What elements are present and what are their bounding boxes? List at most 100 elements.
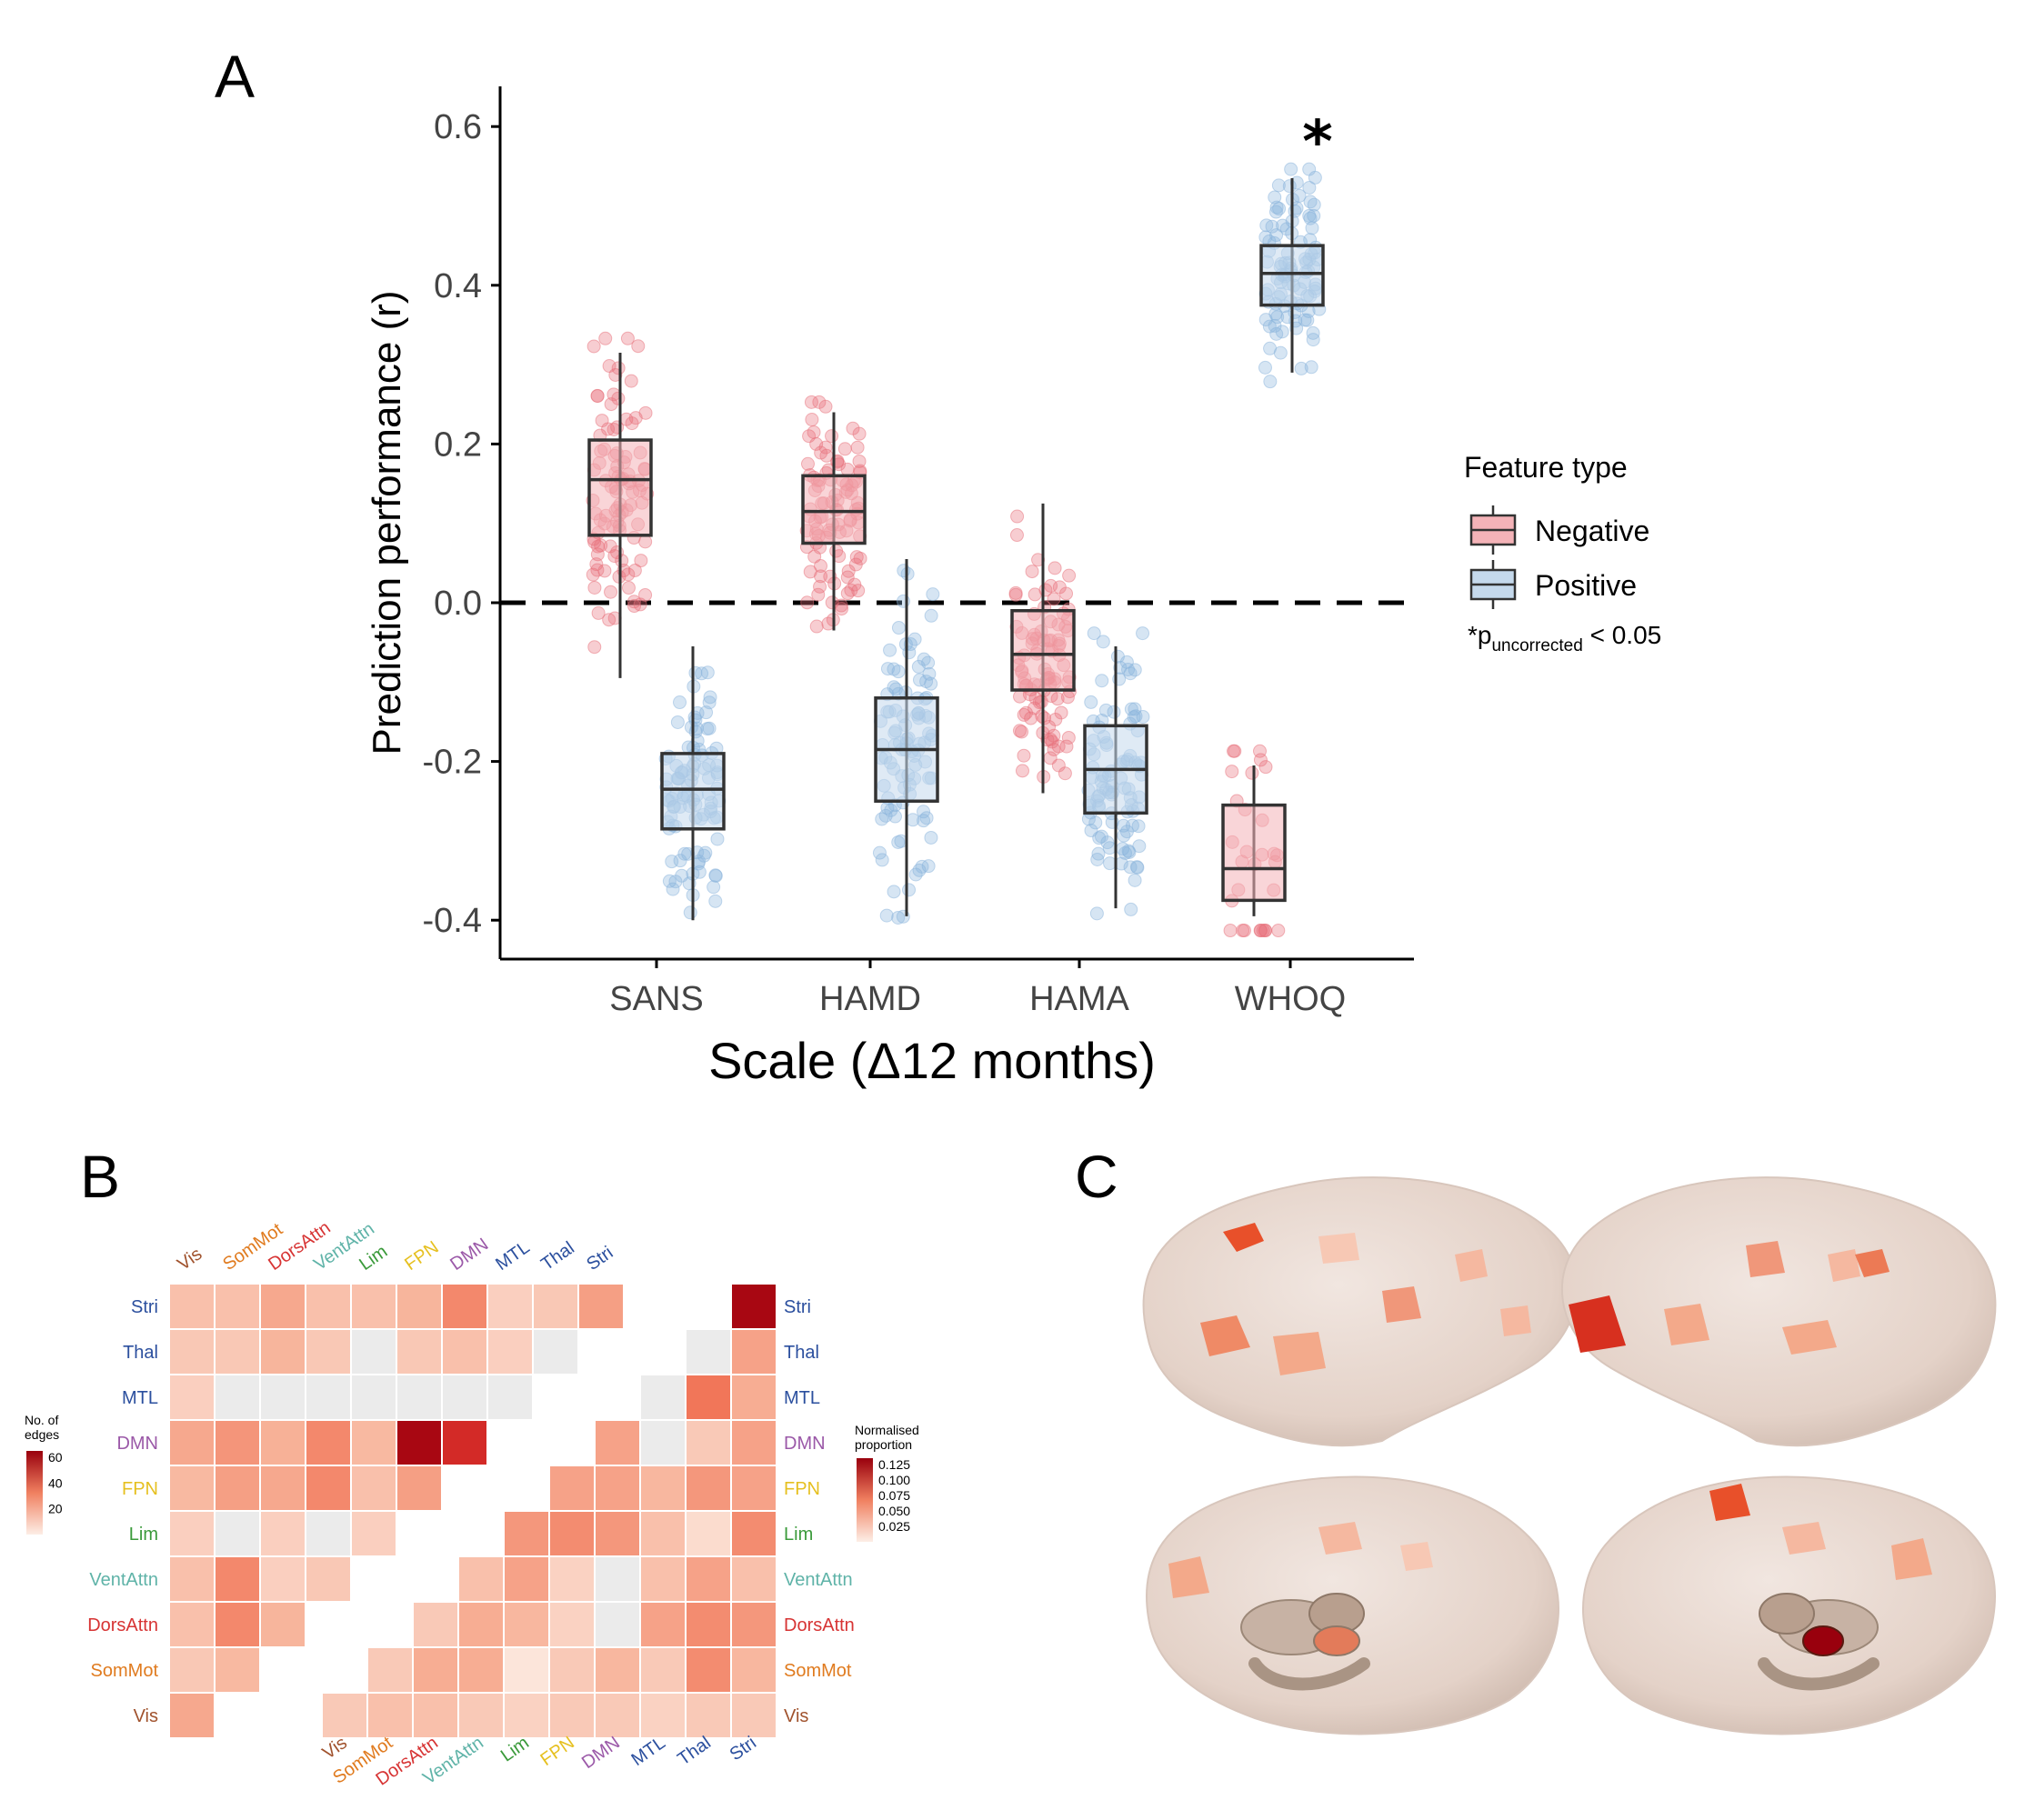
data-point bbox=[1048, 712, 1063, 726]
edge-count-cell bbox=[441, 1328, 488, 1375]
data-point bbox=[1062, 568, 1077, 583]
data-point bbox=[1131, 819, 1146, 834]
proportion-cell bbox=[594, 1646, 641, 1694]
x-tick-label: SANS bbox=[609, 980, 703, 1018]
data-point bbox=[1268, 205, 1283, 219]
proportion-cell bbox=[730, 1510, 777, 1557]
edges-colorbar-title-2: edges bbox=[25, 1427, 59, 1442]
edge-count-cell bbox=[259, 1555, 306, 1603]
data-point bbox=[1263, 375, 1278, 389]
data-point bbox=[924, 830, 938, 845]
significance-note: *puncorrected < 0.05 bbox=[1468, 621, 1661, 655]
edge-count-cell bbox=[441, 1283, 488, 1330]
y-tick-label: -0.4 bbox=[423, 902, 482, 940]
data-point bbox=[809, 436, 824, 451]
y-tick-label: 0.6 bbox=[434, 108, 482, 146]
edge-count-cell bbox=[259, 1601, 306, 1648]
row-label-right: Vis bbox=[784, 1706, 808, 1726]
data-point bbox=[620, 331, 635, 345]
data-point bbox=[911, 659, 926, 674]
edge-count-cell bbox=[305, 1419, 352, 1466]
proportion-cell bbox=[594, 1601, 641, 1648]
data-point bbox=[852, 454, 867, 468]
data-point bbox=[673, 695, 687, 710]
edge-count-cell bbox=[532, 1283, 579, 1330]
proportion-cell bbox=[457, 1692, 505, 1739]
data-point bbox=[710, 832, 725, 846]
data-point bbox=[591, 605, 606, 620]
edges-colorbar bbox=[26, 1451, 43, 1535]
data-point bbox=[891, 665, 906, 679]
data-point bbox=[1306, 325, 1320, 340]
proportion-cell bbox=[639, 1465, 687, 1512]
proportion-colorbar-tick: 0.100 bbox=[878, 1473, 910, 1487]
x-tick-label: HAMD bbox=[819, 980, 921, 1018]
legend-title: Feature type bbox=[1464, 451, 1628, 484]
data-point bbox=[840, 570, 855, 585]
data-point bbox=[912, 673, 927, 687]
edge-count-cell bbox=[350, 1374, 397, 1421]
data-point bbox=[811, 587, 826, 602]
data-point bbox=[917, 814, 931, 828]
data-point bbox=[1300, 313, 1315, 327]
data-point bbox=[1294, 361, 1308, 375]
x-axis-title: Scale (Δ12 months) bbox=[708, 1032, 1156, 1089]
data-point bbox=[1289, 175, 1304, 190]
data-point bbox=[887, 680, 901, 695]
edge-count-cell bbox=[441, 1374, 488, 1421]
data-point bbox=[590, 388, 605, 403]
edge-count-cell bbox=[305, 1374, 352, 1421]
data-point bbox=[589, 557, 604, 572]
edge-count-cell bbox=[396, 1374, 443, 1421]
y-tick-label: 0.4 bbox=[434, 267, 482, 305]
data-point bbox=[1017, 707, 1031, 722]
data-point bbox=[835, 602, 849, 616]
data-point bbox=[852, 426, 867, 441]
brain-left-lateral bbox=[1142, 1176, 1578, 1447]
row-label-right: DorsAttn bbox=[784, 1615, 855, 1635]
data-point bbox=[1256, 924, 1270, 938]
row-label-left: VentAttn bbox=[89, 1570, 158, 1590]
y-axis-title: Prediction performance (r) bbox=[365, 290, 409, 755]
data-point bbox=[1025, 565, 1039, 579]
edge-count-cell bbox=[577, 1283, 625, 1330]
data-point bbox=[1092, 831, 1107, 845]
data-point bbox=[891, 621, 906, 635]
proportion-colorbar-title-1: Normalised bbox=[855, 1423, 919, 1437]
data-point bbox=[604, 585, 618, 599]
edge-count-cell bbox=[486, 1283, 534, 1330]
proportion-cell bbox=[457, 1646, 505, 1694]
data-point bbox=[587, 640, 602, 655]
proportion-cell bbox=[548, 1465, 596, 1512]
edge-count-cell bbox=[168, 1601, 216, 1648]
row-label-left: DorsAttn bbox=[87, 1615, 158, 1635]
legend-label-negative: Negative bbox=[1535, 515, 1649, 547]
proportion-cell bbox=[594, 1555, 641, 1603]
data-point bbox=[602, 613, 617, 627]
data-point bbox=[591, 539, 606, 554]
data-point bbox=[708, 894, 723, 908]
data-point bbox=[1095, 674, 1109, 688]
proportion-cell bbox=[639, 1601, 687, 1648]
data-point bbox=[662, 874, 677, 888]
data-point bbox=[1284, 162, 1298, 176]
edges-colorbar-tick: 60 bbox=[48, 1450, 63, 1465]
data-point bbox=[586, 567, 600, 582]
row-label-right: VentAttn bbox=[784, 1570, 853, 1590]
box-negative-sans bbox=[587, 438, 653, 537]
data-point bbox=[703, 690, 717, 705]
row-label-left: FPN bbox=[122, 1479, 158, 1499]
data-point bbox=[634, 554, 648, 568]
data-point bbox=[1089, 906, 1104, 921]
data-point bbox=[587, 580, 602, 595]
data-point bbox=[1008, 587, 1023, 602]
data-point bbox=[1012, 724, 1027, 738]
proportion-cell bbox=[730, 1646, 777, 1694]
data-point bbox=[690, 734, 705, 748]
edge-count-cell bbox=[441, 1419, 488, 1466]
data-point bbox=[812, 395, 827, 409]
data-point bbox=[1268, 190, 1282, 205]
data-point bbox=[891, 910, 906, 925]
proportion-cell bbox=[503, 1601, 550, 1648]
data-point bbox=[1304, 360, 1318, 375]
